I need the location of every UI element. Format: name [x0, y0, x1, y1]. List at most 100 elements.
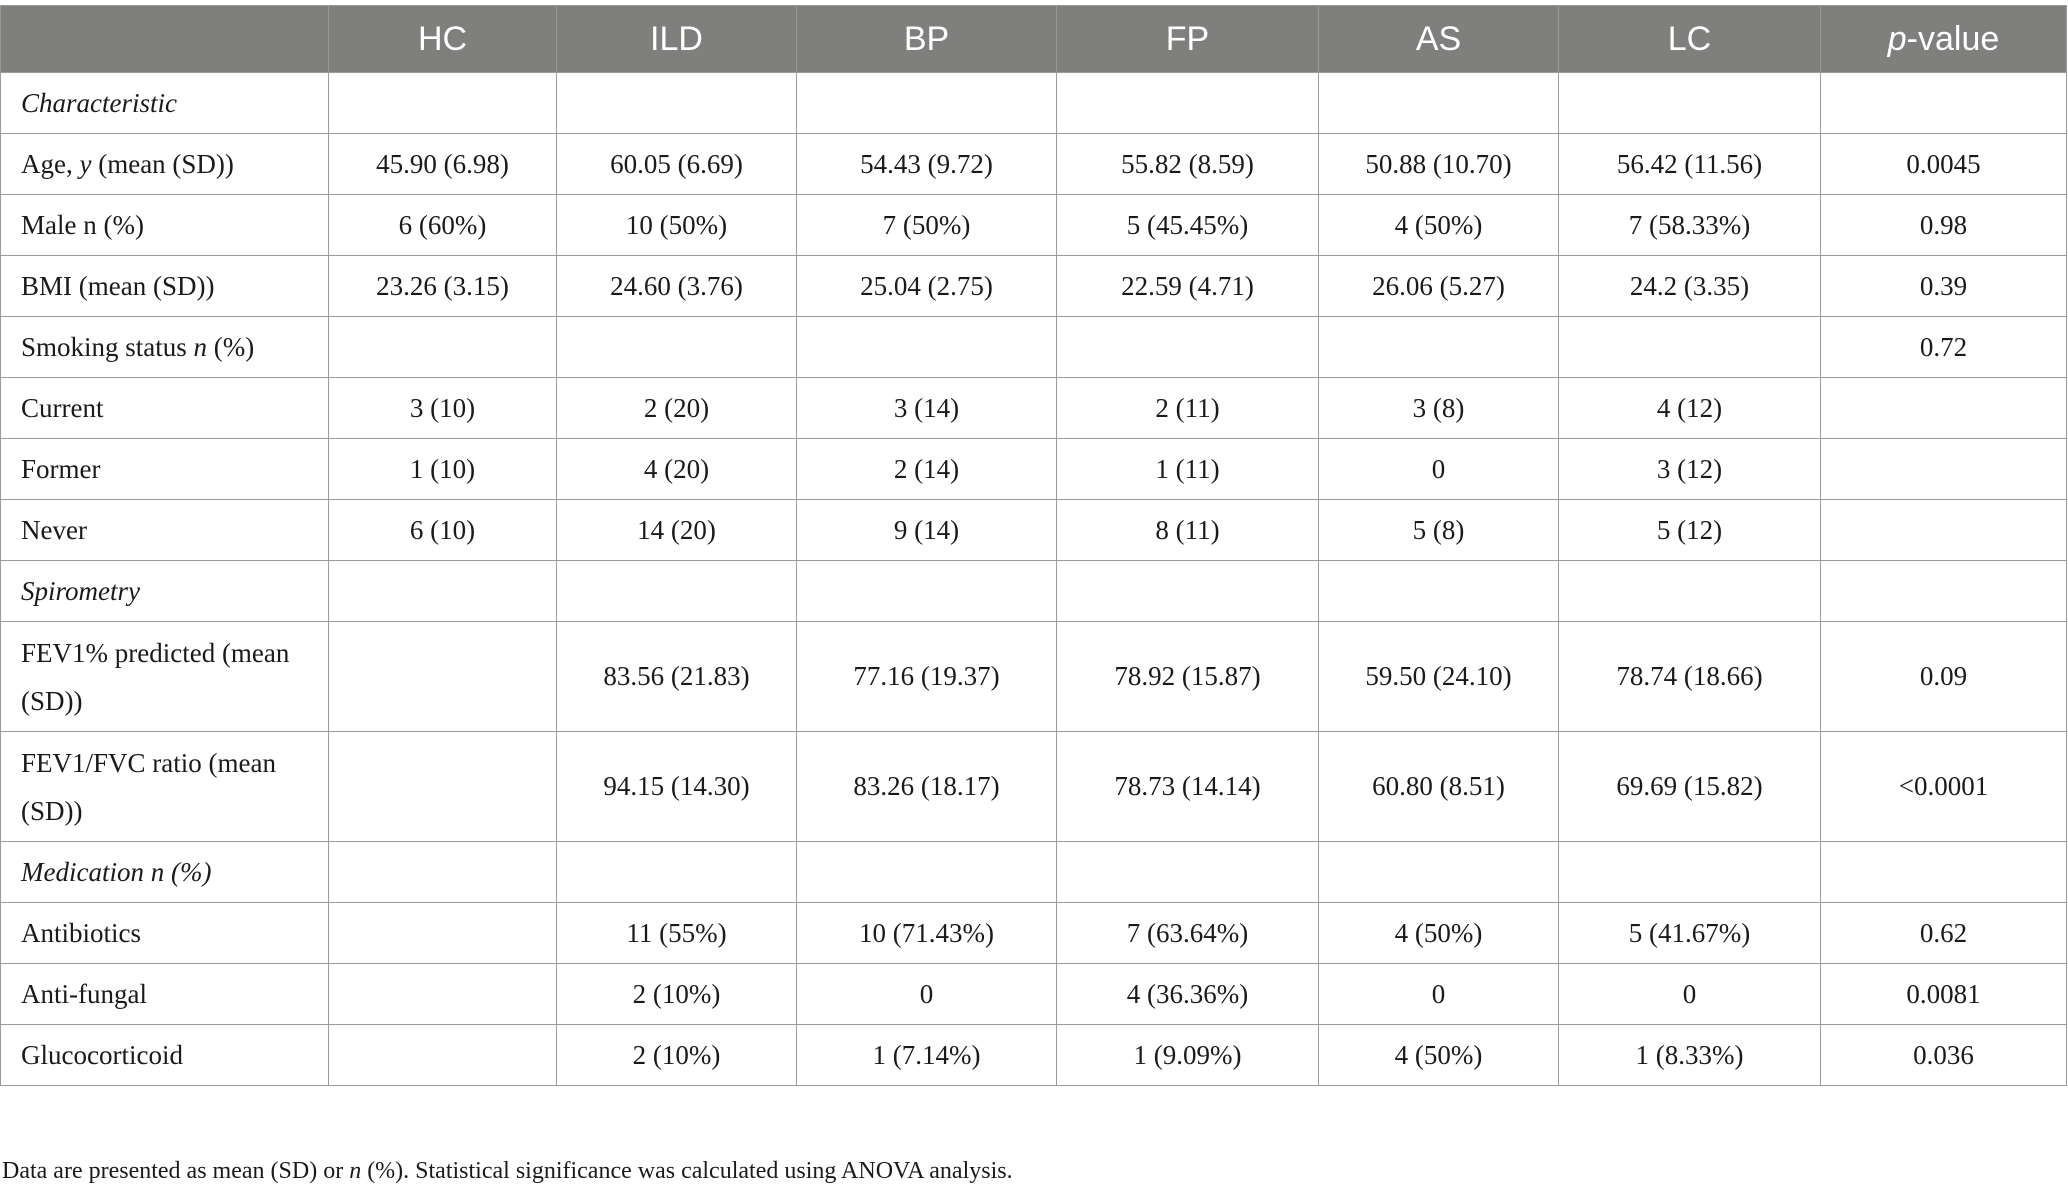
cell	[328, 731, 557, 842]
characteristics-table: HC ILD BP FP AS LC p-value Characteristi…	[0, 5, 2067, 1086]
cell	[328, 316, 557, 378]
row-label: Characteristic	[0, 72, 329, 134]
row-label-text: Antibiotics	[21, 918, 141, 948]
header-as: AS	[1318, 5, 1559, 73]
cell	[328, 560, 557, 622]
header-pvalue: p-value	[1820, 5, 2067, 73]
pvalue-cell	[1820, 560, 2067, 622]
table-row-antibiotics: Antibiotics 11 (55%) 10 (71.43%) 7 (63.6…	[0, 902, 2067, 964]
cell: 77.16 (19.37)	[796, 621, 1057, 732]
cell	[556, 72, 797, 134]
row-label: BMI (mean (SD))	[0, 255, 329, 317]
cell: 83.56 (21.83)	[556, 621, 797, 732]
cell: 45.90 (6.98)	[328, 133, 557, 195]
cell	[1056, 316, 1319, 378]
cell: 3 (10)	[328, 377, 557, 439]
cell: 4 (36.36%)	[1056, 963, 1319, 1025]
row-label-italic: n	[193, 332, 208, 362]
cell: 50.88 (10.70)	[1318, 133, 1559, 195]
table-footnote: Data are presented as mean (SD) or n (%)…	[2, 1158, 1013, 1185]
cell: 0	[1318, 963, 1559, 1025]
cell	[328, 621, 557, 732]
header-ild: ILD	[556, 5, 797, 73]
row-label-suffix: (%)	[207, 332, 255, 362]
table-row-former: Former 1 (10) 4 (20) 2 (14) 1 (11) 0 3 (…	[0, 438, 2067, 500]
cell: 26.06 (5.27)	[1318, 255, 1559, 317]
table-row-smoking-status: Smoking status n (%) 0.72	[0, 316, 2067, 378]
cell: 7 (58.33%)	[1558, 194, 1821, 256]
row-label-suffix: (mean (SD))	[91, 149, 234, 179]
table-row-never: Never 6 (10) 14 (20) 9 (14) 8 (11) 5 (8)…	[0, 499, 2067, 561]
row-label: Age, y (mean (SD))	[0, 133, 329, 195]
cell	[328, 963, 557, 1025]
row-label-text: Male n (%)	[21, 210, 144, 240]
cell: 3 (12)	[1558, 438, 1821, 500]
section-row-medication: Medication n (%)	[0, 841, 2067, 903]
pvalue-cell	[1820, 377, 2067, 439]
row-label: Former	[0, 438, 329, 500]
cell: 0	[1558, 963, 1821, 1025]
header-bp: BP	[796, 5, 1057, 73]
cell	[1056, 560, 1319, 622]
pvalue-cell	[1820, 438, 2067, 500]
cell: 1 (9.09%)	[1056, 1024, 1319, 1086]
pvalue-cell	[1820, 841, 2067, 903]
row-label-italic: y	[79, 149, 92, 179]
row-label-text: Smoking status	[21, 332, 194, 362]
cell: 5 (8)	[1318, 499, 1559, 561]
cell	[1056, 72, 1319, 134]
row-label: Medication n (%)	[0, 841, 329, 903]
cell: 1 (7.14%)	[796, 1024, 1057, 1086]
cell: 22.59 (4.71)	[1056, 255, 1319, 317]
pvalue-cell: 0.036	[1820, 1024, 2067, 1086]
cell: 10 (71.43%)	[796, 902, 1057, 964]
cell: 6 (10)	[328, 499, 557, 561]
row-label: Smoking status n (%)	[0, 316, 329, 378]
cell: 25.04 (2.75)	[796, 255, 1057, 317]
row-label: Spirometry	[0, 560, 329, 622]
cell	[796, 560, 1057, 622]
footnote-italic: n	[349, 1158, 362, 1184]
table-row-fev1-predicted: FEV1% predicted (mean (SD)) 83.56 (21.83…	[0, 621, 2067, 732]
cell: 23.26 (3.15)	[328, 255, 557, 317]
row-label-text: Anti-fungal	[21, 979, 147, 1009]
row-label-text: Current	[21, 393, 104, 423]
row-label-text: Glucocorticoid	[21, 1040, 183, 1070]
cell	[1558, 841, 1821, 903]
cell: 1 (10)	[328, 438, 557, 500]
cell	[328, 1024, 557, 1086]
header-lc: LC	[1558, 5, 1821, 73]
row-label-text: FEV1/FVC ratio (mean (SD))	[21, 747, 276, 826]
cell	[556, 316, 797, 378]
cell: 59.50 (24.10)	[1318, 621, 1559, 732]
row-label-text: Characteristic	[21, 88, 177, 118]
cell: 5 (41.67%)	[1558, 902, 1821, 964]
cell: 14 (20)	[556, 499, 797, 561]
cell: 78.74 (18.66)	[1558, 621, 1821, 732]
cell: 2 (11)	[1056, 377, 1319, 439]
header-corner-cell	[0, 5, 329, 73]
cell: 11 (55%)	[556, 902, 797, 964]
cell: 0	[1318, 438, 1559, 500]
table-row-glucocorticoid: Glucocorticoid 2 (10%) 1 (7.14%) 1 (9.09…	[0, 1024, 2067, 1086]
cell: 7 (63.64%)	[1056, 902, 1319, 964]
pvalue-cell: 0.0045	[1820, 133, 2067, 195]
table-row-current: Current 3 (10) 2 (20) 3 (14) 2 (11) 3 (8…	[0, 377, 2067, 439]
cell: 5 (45.45%)	[1056, 194, 1319, 256]
cell	[328, 72, 557, 134]
cell: 2 (20)	[556, 377, 797, 439]
cell	[556, 841, 797, 903]
cell: 24.2 (3.35)	[1558, 255, 1821, 317]
cell: 60.80 (8.51)	[1318, 731, 1559, 842]
row-label-suffix: (%)	[164, 857, 212, 887]
cell: 24.60 (3.76)	[556, 255, 797, 317]
cell: 94.15 (14.30)	[556, 731, 797, 842]
footnote-text-end: (%). Statistical significance was calcul…	[361, 1158, 1013, 1184]
row-label: Anti-fungal	[0, 963, 329, 1025]
cell: 2 (10%)	[556, 1024, 797, 1086]
cell: 55.82 (8.59)	[1056, 133, 1319, 195]
cell	[328, 902, 557, 964]
row-label: Never	[0, 499, 329, 561]
table-row-bmi: BMI (mean (SD)) 23.26 (3.15) 24.60 (3.76…	[0, 255, 2067, 317]
section-row-characteristic: Characteristic	[0, 72, 2067, 134]
